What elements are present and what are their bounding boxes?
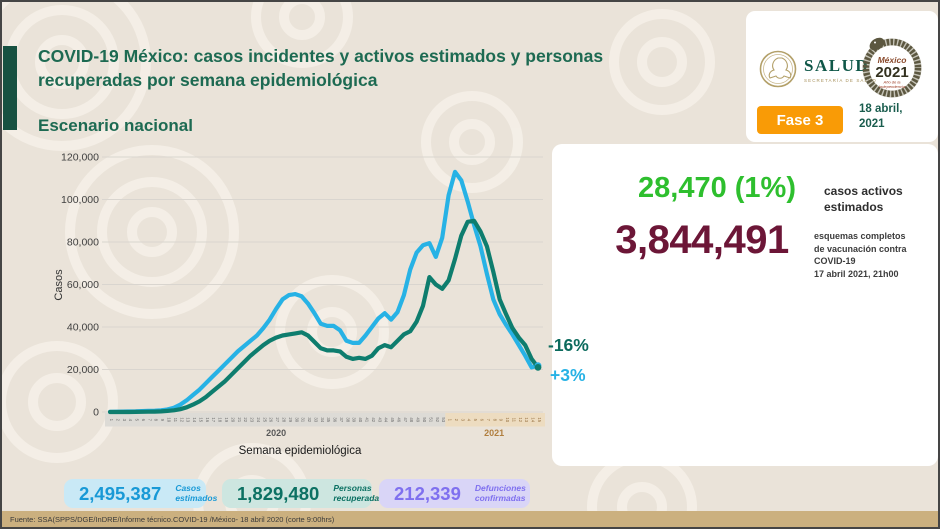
page-title-line1: COVID-19 México: casos incidentes y acti… (38, 46, 604, 66)
mexico-tagline-line2: Independencia (879, 84, 906, 89)
vaccination-value: 3,844,491 (615, 218, 789, 262)
vaccination-label-line1: esquemas completos (814, 231, 906, 241)
scenario-subtitle: Escenario nacional (38, 116, 193, 135)
fase-3-badge: Fase 3 (757, 106, 843, 134)
logo-panel: SALUD SECRETARÍA DE SALUD México 2021 Añ… (746, 11, 938, 142)
mexico-2021-logo: México 2021 Año de la Independencia (862, 37, 922, 98)
salud-subtitle: SECRETARÍA DE SALUD (804, 77, 877, 83)
salud-logo: SALUD SECRETARÍA DE SALUD (758, 49, 877, 89)
stat-pill: 2,495,387 Casos estimados (64, 479, 217, 508)
stat-value-personas-recuperadas: 1,829,480 (237, 482, 320, 504)
active-cases-label: casos activos estimados (824, 184, 903, 214)
vaccination-label-line3: 17 abril 2021, 21h00 (814, 268, 899, 279)
report-date: 18 abril, 2021 (859, 102, 902, 132)
stat-value-defunciones: 212,339 (394, 482, 461, 504)
highlights-panel: 28,470 (1%) casos activos estimados 3,84… (552, 144, 938, 466)
mexico-script-text: México (878, 55, 907, 65)
active-cases-value: 28,470 (1%) (638, 172, 796, 204)
stat-label-casos-estimados: Casos estimados (175, 482, 218, 503)
salud-eagle-emblem-icon (759, 50, 797, 88)
page-title-line2: recuperadas por semana epidemiológica (38, 70, 378, 91)
mexico-year-text: 2021 (875, 64, 908, 81)
stat-label-personas-recuperadas: Personas recuperadas (333, 482, 384, 503)
source-footer: Fuente: SSA(SPPS/DGE/InDRE/Informe técni… (2, 511, 938, 527)
stat-value-casos-estimados: 2,495,387 (79, 482, 162, 504)
salud-title: SALUD (804, 55, 870, 75)
stat-pill: 212,339 Defunciones confirmadas (379, 479, 530, 508)
report-date-line1: 18 abril, (859, 103, 903, 115)
page-title: COVID-19 México: casos incidentes y acti… (38, 44, 698, 92)
title-accent-bar (3, 46, 17, 130)
mexico-tagline-line1: Año de la (883, 80, 902, 85)
vaccination-label-line2: de vacunación contra COVID-19 (814, 243, 907, 267)
stat-label-defunciones: Defunciones confirmadas (474, 482, 526, 503)
report-date-line2: 2021 (859, 117, 885, 130)
vaccination-label: esquemas completos de vacunación contra … (814, 230, 938, 280)
stat-pill: 1,829,480 Personas recuperadas (222, 479, 384, 508)
salud-wordmark: SALUD SECRETARÍA DE SALUD (804, 56, 877, 83)
